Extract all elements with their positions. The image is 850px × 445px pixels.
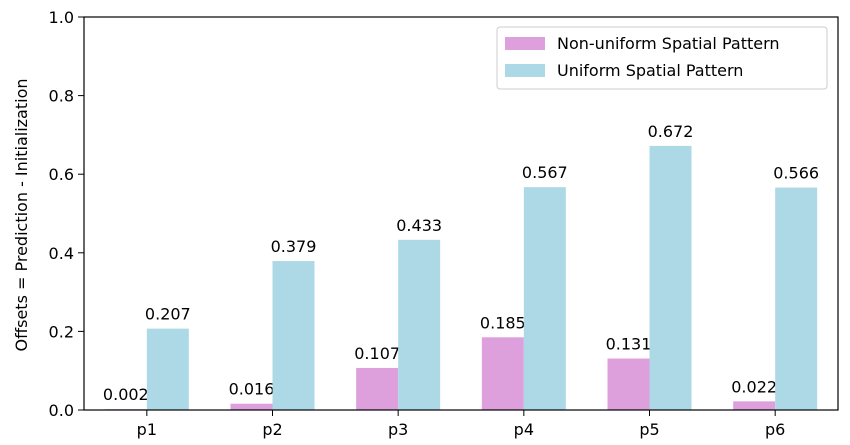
data-label: 0.567 — [522, 163, 568, 182]
data-label: 0.379 — [271, 237, 317, 256]
y-tick-label: 0.8 — [49, 87, 74, 106]
data-label: 0.207 — [145, 305, 191, 324]
data-label: 0.002 — [103, 385, 149, 404]
data-label: 0.131 — [606, 335, 652, 354]
data-label: 0.107 — [354, 344, 400, 363]
bar-non-uniform — [230, 403, 273, 410]
x-tick-label: p2 — [262, 420, 282, 439]
bar-non-uniform — [356, 367, 399, 410]
x-tick-label: p6 — [765, 420, 785, 439]
x-tick-label: p4 — [514, 420, 534, 439]
legend-label: Uniform Spatial Pattern — [557, 61, 743, 80]
data-label: 0.566 — [773, 164, 819, 183]
plot-frame — [83, 16, 839, 411]
legend-label: Non-uniform Spatial Pattern — [557, 34, 780, 53]
legend-swatch — [505, 64, 545, 77]
bar-uniform — [649, 145, 692, 411]
plot-area: 0.0 0.2 0.4 0.6 0.8 1.0 p1 p2 p3 p4 p5 p6 0.002 0.016… — [49, 8, 820, 439]
bar-uniform — [523, 187, 566, 410]
bar-non-uniform — [481, 337, 524, 410]
y-tick-label: 0.6 — [49, 165, 74, 184]
y-tick-label: 0.4 — [49, 244, 74, 263]
data-label: 0.016 — [229, 380, 275, 399]
bar-non-uniform — [607, 358, 650, 410]
x-tick-label: p1 — [137, 420, 157, 439]
legend: Non-uniform Spatial Pattern Uniform Spati… — [496, 26, 828, 90]
x-tick-label: p3 — [388, 420, 408, 439]
bar-uniform — [398, 239, 441, 410]
bar-uniform — [146, 328, 189, 410]
y-axis-title: Offsets = Prediction - Initialization — [12, 79, 31, 352]
y-tick-label: 1.0 — [49, 8, 74, 27]
y-tick-label: 0.2 — [49, 322, 74, 341]
bar-uniform — [775, 187, 818, 410]
data-label: 0.185 — [480, 313, 526, 332]
data-label: 0.672 — [648, 122, 694, 141]
bar-uniform — [272, 261, 315, 410]
bar-non-uniform — [733, 401, 776, 410]
data-label: 0.433 — [396, 216, 442, 235]
data-label: 0.022 — [731, 377, 777, 396]
y-tick-label: 0.0 — [49, 401, 74, 420]
x-tick-label: p5 — [639, 420, 659, 439]
legend-box — [496, 26, 828, 90]
legend-swatch — [505, 37, 545, 50]
